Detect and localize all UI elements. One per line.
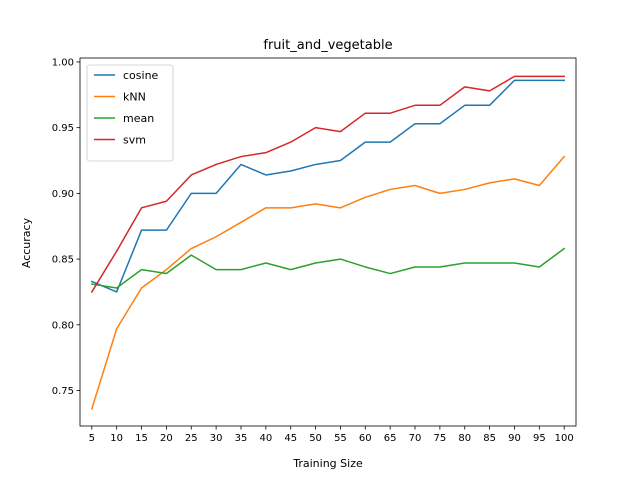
y-tick-label: 0.85 (52, 255, 74, 266)
x-tick-label: 40 (259, 433, 272, 444)
x-tick-label: 10 (110, 433, 123, 444)
x-tick-label: 5 (89, 433, 95, 444)
x-tick-label: 55 (334, 433, 347, 444)
y-tick-label: 0.80 (52, 320, 74, 331)
legend-box (86, 64, 174, 162)
y-tick-label: 1.00 (52, 57, 74, 68)
x-tick-label: 25 (185, 433, 198, 444)
series-line-cosine (90, 79, 565, 293)
x-tick-label: 50 (309, 433, 322, 444)
legend-label-cosine: cosine (123, 69, 159, 82)
x-tick-label: 45 (284, 433, 297, 444)
y-axis-label: Accuracy (20, 217, 33, 268)
series-line-svm (90, 75, 565, 293)
legend-label-svm: svm (123, 134, 146, 147)
y-tick-label: 0.95 (52, 123, 74, 134)
y-tick-label: 0.90 (52, 189, 74, 200)
legend-label-knn: kNN (123, 91, 146, 104)
chart-title: fruit_and_vegetable (263, 38, 392, 53)
x-tick-label: 90 (508, 433, 521, 444)
x-tick-label: 20 (160, 433, 173, 444)
x-tick-label: 60 (359, 433, 372, 444)
x-tick-label: 75 (434, 433, 447, 444)
x-tick-label: 95 (533, 433, 546, 444)
x-tick-label: 70 (409, 433, 422, 444)
x-tick-label: 65 (384, 433, 397, 444)
x-tick-label: 35 (235, 433, 248, 444)
series-line-knn (90, 155, 566, 410)
legend: cosine kNN mean svm (86, 64, 174, 162)
x-tick-label: 15 (135, 433, 148, 444)
x-tick-label: 100 (555, 433, 574, 444)
legend-label-mean: mean (123, 112, 154, 125)
x-tick-label: 80 (458, 433, 471, 444)
series-line-mean (90, 247, 566, 289)
x-tick-label: 30 (210, 433, 223, 444)
x-tick-label: 85 (483, 433, 496, 444)
x-axis-label: Training Size (292, 457, 363, 470)
y-tick-label: 0.75 (52, 386, 74, 397)
axes-frame (79, 57, 577, 427)
plot-area: 5 10 15 20 25 30 35 40 45 50 55 60 65 70 75 80 85 90 95 100… (52, 57, 577, 444)
